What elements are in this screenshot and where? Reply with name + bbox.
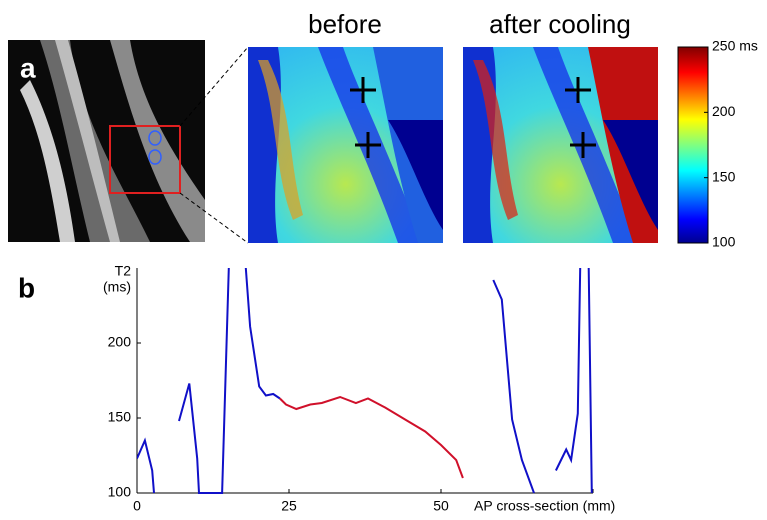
t2-map bbox=[463, 47, 658, 243]
colorbar-tick-label: 150 bbox=[712, 168, 736, 184]
y-axis-label: T2 bbox=[115, 263, 132, 279]
map-region bbox=[258, 60, 303, 220]
map-region bbox=[603, 120, 658, 230]
panel-label: a bbox=[20, 52, 36, 83]
map-region bbox=[388, 120, 443, 230]
colorbar-tick-label: 100 bbox=[712, 234, 736, 250]
series-line bbox=[137, 268, 593, 494]
x-tick-label: 50 bbox=[433, 498, 449, 514]
colorbar-tick-label: 200 bbox=[712, 103, 736, 119]
y-axis-label: (ms) bbox=[103, 279, 131, 295]
plot-area bbox=[137, 268, 593, 494]
panel-label: b bbox=[18, 272, 35, 303]
map-title: after cooling bbox=[489, 9, 631, 39]
y-tick-label: 200 bbox=[108, 334, 132, 350]
y-tick-label: 150 bbox=[108, 409, 132, 425]
t2-map bbox=[248, 47, 443, 243]
mri-image bbox=[8, 40, 249, 244]
map-title: before bbox=[308, 9, 382, 39]
map-region bbox=[473, 60, 518, 220]
x-axis-label: AP cross-section (mm) bbox=[474, 498, 615, 514]
series-line bbox=[279, 395, 464, 479]
colorbar-tick-label: 250 ms bbox=[712, 38, 758, 54]
y-tick-label: 100 bbox=[108, 484, 132, 500]
x-tick-label: 25 bbox=[281, 498, 297, 514]
colorbar bbox=[677, 46, 709, 244]
x-tick-label: 0 bbox=[133, 498, 141, 514]
